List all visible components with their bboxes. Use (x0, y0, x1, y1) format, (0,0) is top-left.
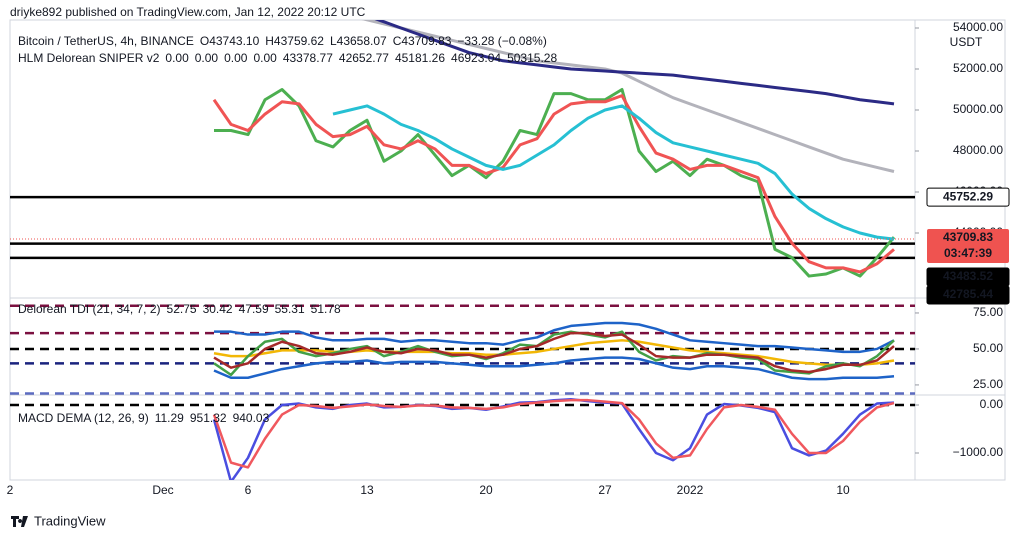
series-line (213, 356, 895, 381)
legend-text: MACD DEMA (12, 26, 9) (18, 411, 149, 425)
legend-text: 951.32 (190, 411, 227, 425)
series-line (374, 20, 895, 106)
countdown-label: 03:47:39 (944, 246, 992, 260)
legend-text: C43709.83 (393, 34, 452, 48)
x-tick-label: 2 (7, 483, 14, 497)
x-tick-label: Dec (152, 483, 173, 497)
legend-text: 52.75 (167, 302, 197, 316)
y-tick-label: 48000.00 (953, 143, 1003, 157)
legend-text: HLM Delorean SNIPER v2 (18, 51, 160, 65)
series-line (212, 398, 895, 469)
legend-text: 0.00 (195, 51, 219, 65)
legend-text: 45181.26 (395, 51, 445, 65)
brand: TradingView (34, 513, 106, 528)
legend-text: Bitcoin / TetherUS, 4h, BINANCE (18, 34, 194, 48)
series-line (214, 88, 896, 278)
x-tick-label: 2022 (677, 483, 704, 497)
legend-text: H43759.62 (265, 34, 324, 48)
legend-text: 55.31 (275, 302, 305, 316)
brand-logo (11, 516, 28, 527)
legend-text: 0.00 (224, 51, 248, 65)
level-label: 45752.29 (943, 189, 993, 203)
level-tag (926, 187, 1010, 207)
y-tick-label: 50.00 (973, 341, 1003, 355)
legend-text: Delorean TDI (21, 34, 7, 2) (18, 302, 161, 316)
legend-text: 11.29 (155, 411, 184, 425)
legend-text: −33.28 (−0.08%) (457, 34, 546, 48)
pane (10, 304, 915, 395)
last-price-label: 43709.83 (943, 230, 993, 244)
legend-text: 0.00 (253, 51, 277, 65)
y-tick-label: 50000.00 (953, 102, 1003, 116)
y-tick-label: 75.00 (973, 305, 1003, 319)
x-tick-label: 10 (836, 483, 850, 497)
y-tick-label: 52000.00 (953, 61, 1003, 75)
level-label: 43483.52 (943, 269, 993, 283)
legend-text: 46923.04 (451, 51, 501, 65)
legend-text: 51.78 (311, 302, 341, 316)
legend-text: O43743.10 (200, 34, 260, 48)
legend-text: 47.59 (239, 302, 269, 316)
x-tick-label: 13 (360, 483, 374, 497)
pane (10, 20, 915, 278)
series-line (212, 94, 895, 274)
series-line (213, 331, 895, 374)
x-tick-label: 6 (245, 483, 252, 497)
y-tick-label: 0.00 (980, 397, 1004, 411)
series-line (213, 339, 895, 367)
x-tick-label: 20 (479, 483, 493, 497)
y-tick-label: −1000.00 (953, 445, 1004, 459)
level-label: 42785.44 (943, 287, 993, 301)
publisher: driyke892 published on TradingView.com, … (10, 5, 366, 19)
y-tick-label: 25.00 (973, 377, 1003, 391)
y-tick-label: 54000.00 (953, 20, 1003, 34)
series-line (332, 104, 895, 241)
legend-text: 43378.77 (283, 51, 333, 65)
legend-text: 50315.28 (507, 51, 557, 65)
x-tick-label: 27 (598, 483, 612, 497)
legend-text: 30.42 (203, 302, 233, 316)
last-price-tag (927, 228, 1009, 263)
legend-text: 42652.77 (339, 51, 389, 65)
legend-text: 0.00 (165, 51, 189, 65)
legend-text: L43658.07 (330, 34, 387, 48)
level-tag (926, 285, 1010, 305)
pane (10, 397, 915, 480)
legend-text: 940.03 (233, 411, 270, 425)
series-line (214, 321, 895, 354)
currency-label: USDT (950, 35, 983, 49)
